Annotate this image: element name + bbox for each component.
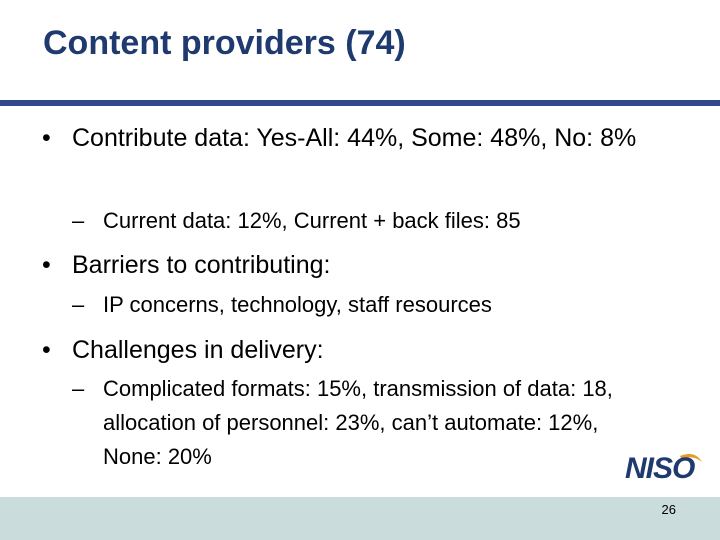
sub-bullet: Complicated formats: 15%, transmission o…	[72, 372, 663, 474]
sub-bullet: Current data: 12%, Current + back files:…	[72, 204, 663, 238]
page-number: 26	[661, 502, 676, 517]
footer-band	[0, 497, 720, 540]
title-rule	[0, 100, 720, 106]
bullet: Contribute data: Yes-All: 44%, Some: 48%…	[42, 120, 697, 156]
bullet: Challenges in delivery:	[42, 332, 697, 368]
sub-bullet: IP concerns, technology, staff resources	[72, 288, 663, 322]
logo-arc	[680, 454, 702, 462]
logo: NISO	[625, 452, 695, 485]
bullet: Barriers to contributing:	[42, 247, 697, 283]
logo-swoosh	[680, 454, 702, 462]
slide-title: Content providers (74)	[43, 24, 406, 62]
